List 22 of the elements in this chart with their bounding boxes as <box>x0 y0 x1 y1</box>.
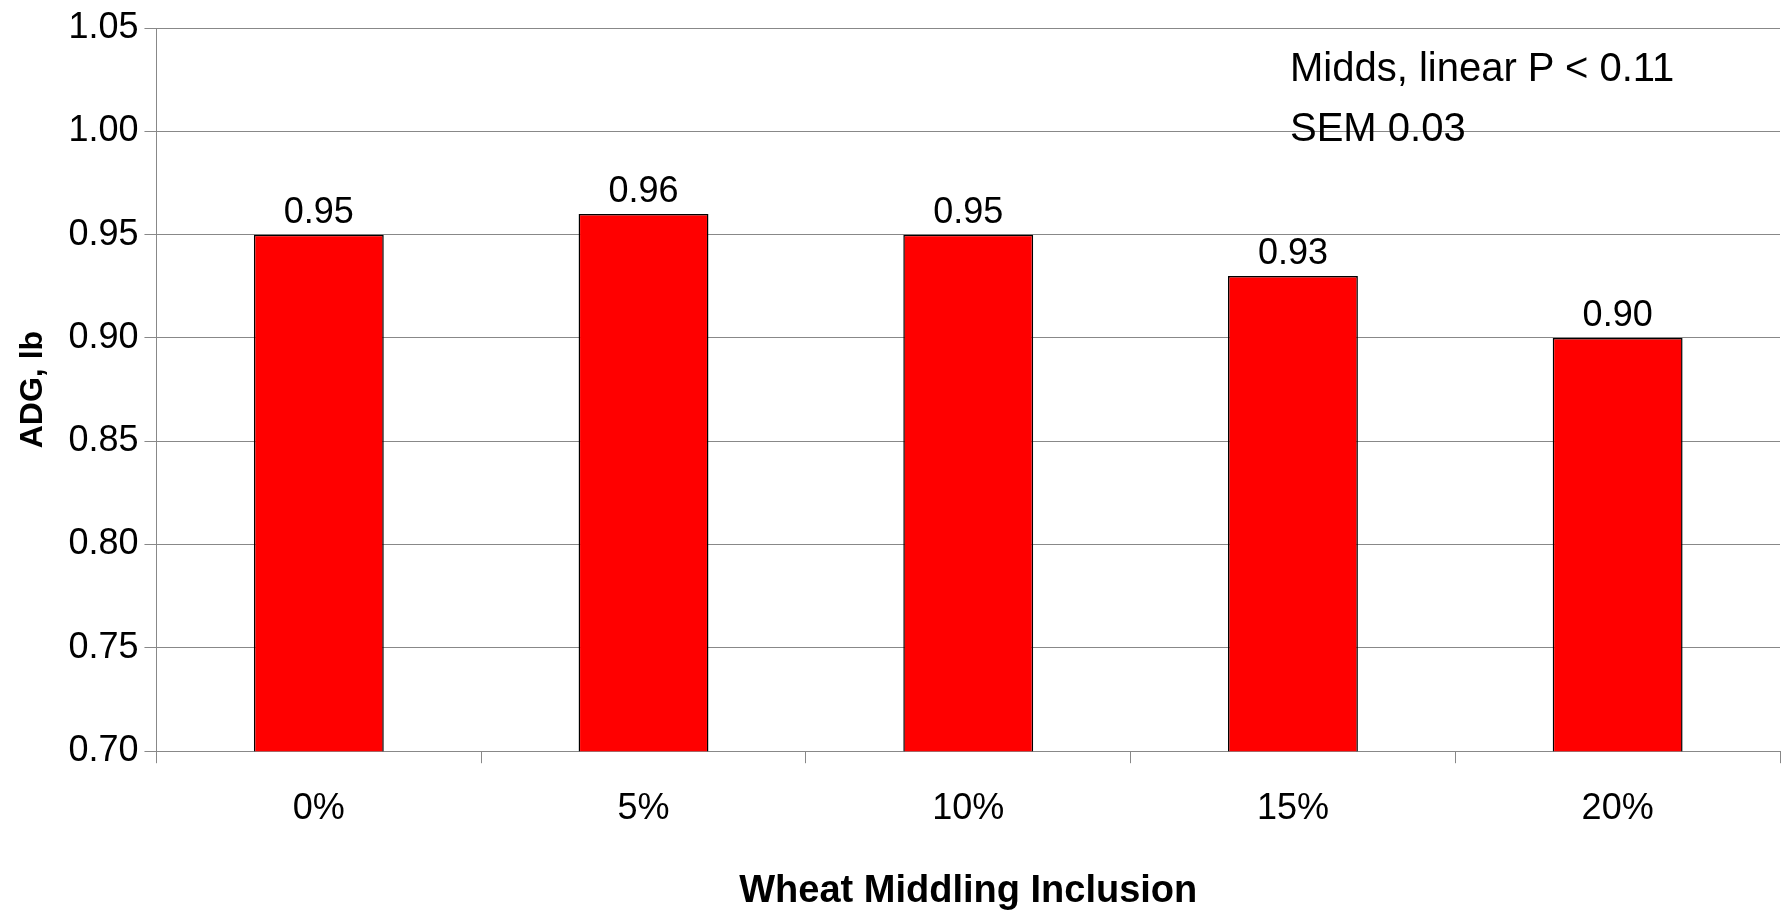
x-tick-label: 10% <box>932 785 1005 827</box>
y-tick-label: 0.85 <box>68 418 139 460</box>
y-tick-label: 0.75 <box>68 624 139 666</box>
y-tick-label: 0.70 <box>68 728 139 770</box>
x-axis-title: Wheat Middling Inclusion <box>739 867 1198 910</box>
data-label: 0.95 <box>933 189 1004 231</box>
annotation: Midds, linear P < 0.11 <box>1290 45 1675 90</box>
y-tick-label: 0.90 <box>68 314 139 356</box>
y-tick-label: 1.00 <box>68 108 139 150</box>
annotation: SEM 0.03 <box>1290 105 1466 150</box>
y-tick-label: 1.05 <box>68 4 139 46</box>
data-label: 0.93 <box>1257 230 1328 272</box>
x-tick-label: 0% <box>292 785 345 827</box>
y-tick-label: 0.80 <box>68 521 139 563</box>
y-axis-title: ADG, lb <box>13 330 50 449</box>
x-tick-label: 5% <box>617 785 670 827</box>
data-label: 0.95 <box>283 189 354 231</box>
x-tick-label: 20% <box>1581 785 1654 827</box>
data-label: 0.96 <box>608 168 679 210</box>
y-tick-label: 0.95 <box>68 211 139 253</box>
x-tick-label: 15% <box>1256 785 1329 827</box>
data-label: 0.90 <box>1582 292 1653 334</box>
